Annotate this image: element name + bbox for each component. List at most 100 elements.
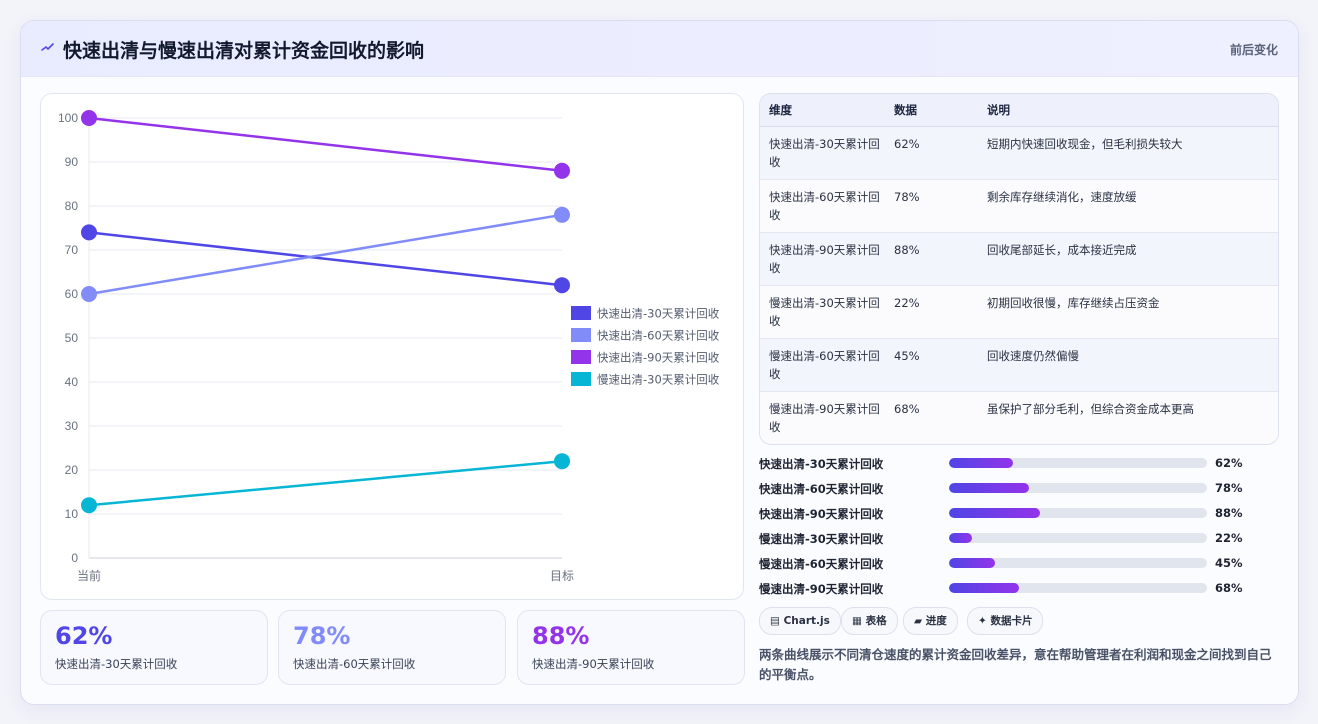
progress-fill (949, 458, 1013, 468)
progress-row: 慢速出清-60天累计回收 45% (759, 555, 1279, 580)
tag-progress[interactable]: ▰ 进度 (903, 607, 958, 635)
series-line (88, 213, 563, 296)
progress-fill (949, 508, 1040, 518)
table-cell-dimension: 慢速出清-60天累计回收 (760, 338, 885, 392)
table-row: 快速出清-30天累计回收 62% 短期内快速回收现金，但毛利损失较大 (760, 126, 1278, 180)
tag-chartjs[interactable]: ▤ Chart.js (759, 607, 841, 635)
y-tick-label: 50 (65, 331, 79, 345)
data-table: 维度 数据 说明 快速出清-30天累计回收 62% 短期内快速回收现金，但毛利损… (759, 93, 1279, 445)
table-row: 慢速出清-30天累计回收 22% 初期回收很慢，库存继续占压资金 (760, 285, 1278, 339)
table-cell-description: 回收尾部延长，成本接近完成 (978, 232, 1278, 286)
legend-label: 快速出清-90天累计回收 (597, 351, 720, 365)
legend-label: 快速出清-60天累计回收 (597, 329, 720, 343)
table-header-data: 数据 (885, 94, 978, 127)
lightning-icon (41, 43, 54, 51)
progress-label: 慢速出清-60天累计回收 (759, 557, 884, 571)
data-point (81, 110, 97, 126)
table-row: 快速出清-90天累计回收 88% 回收尾部延长，成本接近完成 (760, 232, 1278, 286)
progress-value: 78% (1215, 481, 1243, 495)
table-row: 慢速出清-60天累计回收 45% 回收速度仍然偏慢 (760, 338, 1278, 392)
progress-row: 慢速出清-90天累计回收 68% (759, 580, 1279, 605)
progress-value: 68% (1215, 581, 1243, 595)
progress-row: 慢速出清-30天累计回收 22% (759, 530, 1279, 555)
table-cell-value: 88% (885, 232, 978, 286)
table-row: 快速出清-60天累计回收 78% 剩余库存继续消化，速度放缓 (760, 179, 1278, 233)
table-cell-description: 剩余库存继续消化，速度放缓 (978, 179, 1278, 233)
legend-swatch (571, 372, 591, 386)
progress-fill (949, 483, 1030, 493)
table-cell-value: 22% (885, 285, 978, 339)
data-point (554, 206, 570, 223)
progress-value: 62% (1215, 456, 1243, 470)
legend-label: 慢速出清-30天累计回收 (597, 373, 720, 387)
y-tick-label: 100 (58, 111, 78, 125)
y-tick-label: 40 (65, 375, 79, 389)
card-header: 快速出清与慢速出清对累计资金回收的影响 前后变化 (21, 21, 1298, 77)
y-tick-label: 80 (65, 199, 79, 213)
progress-row: 快速出清-30天累计回收 62% (759, 455, 1279, 480)
y-tick-label: 90 (65, 155, 79, 169)
table-header-description: 说明 (978, 94, 1278, 127)
stat-card-fast-30: 62% 快速出清-30天累计回收 (40, 610, 268, 685)
table-row: 慢速出清-90天累计回收 68% 虽保护了部分毛利，但综合资金成本更高 (760, 391, 1278, 444)
y-tick-label: 20 (65, 463, 79, 477)
table-cell-description: 回收速度仍然偏慢 (978, 338, 1278, 392)
legend-label: 快速出清-30天累计回收 (597, 307, 720, 321)
stat-card-fast-60: 78% 快速出清-60天累计回收 (278, 610, 506, 685)
progress-track (949, 533, 1207, 543)
table-header-dimension: 维度 (760, 94, 885, 127)
y-tick-label: 60 (65, 287, 79, 301)
progress-track (949, 558, 1207, 568)
table-cell-value: 62% (885, 126, 978, 180)
progress-fill (949, 533, 972, 543)
tag-table[interactable]: ▦ 表格 (841, 607, 898, 635)
progress-fill (949, 583, 1020, 593)
stat-card-fast-90: 88% 快速出清-90天累计回收 (517, 610, 745, 685)
tag-data-cards[interactable]: ✦ 数据卡片 (967, 607, 1044, 635)
table-cell-dimension: 慢速出清-90天累计回收 (760, 391, 885, 444)
table-cell-description: 短期内快速回收现金，但毛利损失较大 (978, 126, 1278, 180)
data-point (81, 497, 97, 514)
data-point (554, 162, 570, 179)
progress-value: 88% (1215, 506, 1243, 520)
table-cell-dimension: 快速出清-90天累计回收 (760, 232, 885, 286)
progress-fill (949, 558, 996, 568)
progress-row: 快速出清-90天累计回收 88% (759, 505, 1279, 530)
table-cell-description: 虽保护了部分毛利，但综合资金成本更高 (978, 391, 1278, 444)
line-chart: 0 10 20 30 40 50 60 70 80 90 100 当前 目标 快速出清-30天累计回收 快速… (40, 93, 744, 600)
stat-label: 快速出清-30天累计回收 (55, 657, 178, 671)
progress-label: 快速出清-90天累计回收 (759, 507, 884, 521)
data-point (81, 286, 97, 302)
data-point (554, 277, 570, 294)
page-title: 快速出清与慢速出清对累计资金回收的影响 (63, 40, 425, 62)
data-point (81, 224, 97, 241)
y-tick-label: 70 (65, 243, 79, 257)
series-line (88, 116, 563, 173)
y-tick-label: 10 (65, 507, 79, 521)
table-cell-value: 78% (885, 179, 978, 233)
table-cell-description: 初期回收很慢，库存继续占压资金 (978, 285, 1278, 339)
footer-note: 两条曲线展示不同清仓速度的累计资金回收差异，意在帮助管理者在利润和现金之间找到自… (759, 647, 1272, 682)
stat-label: 快速出清-90天累计回收 (532, 657, 655, 671)
progress-list: 快速出清-30天累计回收 62% 快速出清-60天累计回收 78% 快速出清-9… (759, 455, 1279, 605)
stat-label: 快速出清-60天累计回收 (293, 657, 416, 671)
table-cell-dimension: 快速出清-60天累计回收 (760, 179, 885, 233)
table-cell-value: 45% (885, 338, 978, 392)
legend-swatch (571, 350, 591, 364)
series-line (88, 459, 563, 507)
stat-value: 78% (293, 622, 351, 650)
progress-track (949, 583, 1207, 593)
progress-value: 45% (1215, 556, 1243, 570)
table-cell-dimension: 快速出清-30天累计回收 (760, 126, 885, 180)
main-card: 快速出清与慢速出清对累计资金回收的影响 前后变化 0 10 20 30 40 50 60 70… (20, 20, 1299, 705)
x-tick-label: 目标 (550, 569, 574, 583)
change-label: 前后变化 (1229, 43, 1278, 57)
table-cell-dimension: 慢速出清-30天累计回收 (760, 285, 885, 339)
y-tick-label: 0 (71, 551, 78, 565)
chart-canvas: 0 10 20 30 40 50 60 70 80 90 100 当前 目标 快速出清-30天累计回收快速… (58, 110, 720, 583)
table-cell-value: 68% (885, 391, 978, 444)
progress-track (949, 458, 1207, 468)
legend-swatch (571, 306, 591, 320)
stat-value: 88% (532, 622, 590, 650)
progress-label: 慢速出清-30天累计回收 (759, 532, 884, 546)
